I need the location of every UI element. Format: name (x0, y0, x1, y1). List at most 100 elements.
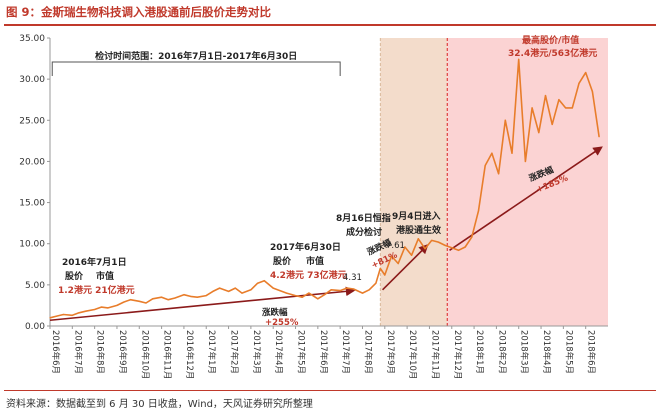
data-point (323, 294, 326, 296)
review-date-label: 8月16日恒指 (336, 214, 391, 224)
data-point (384, 274, 386, 276)
data-point (234, 287, 236, 289)
data-point (410, 254, 413, 256)
data-point (390, 255, 393, 257)
trend-arrow-post-entry (449, 146, 603, 251)
data-point (352, 288, 355, 290)
trend-arrow-review-to-entry (382, 244, 429, 291)
x-tick-label: 2017年8月 (362, 330, 373, 374)
data-point (116, 304, 118, 307)
data-point (62, 313, 64, 316)
data-point (464, 246, 466, 248)
data-point (484, 164, 486, 167)
review-text-label: 成分检讨 (346, 228, 383, 238)
data-point (417, 238, 419, 240)
title-divider (4, 24, 656, 26)
data-point (71, 314, 73, 316)
peak-value-label: 32.4港元/563亿港元 (508, 49, 598, 59)
data-point (491, 152, 493, 154)
x-tick-label: 2017年9月 (385, 330, 396, 374)
data-point (531, 107, 533, 109)
change-label-1: 涨跌幅 (262, 308, 288, 318)
start-cap-label: 市值 (96, 272, 115, 282)
y-tick-label: 5.00 (25, 281, 45, 291)
data-point (107, 307, 109, 309)
data-point (78, 312, 80, 314)
data-point (94, 308, 96, 311)
data-point (397, 262, 399, 265)
data-point (250, 289, 252, 291)
x-tick-label: 2017年10月 (407, 330, 418, 379)
data-point (241, 292, 243, 294)
data-point (477, 210, 480, 212)
data-point (558, 99, 560, 101)
data-point (551, 123, 553, 125)
data-point (212, 290, 214, 293)
data-point (219, 287, 221, 289)
x-tick-label: 2016年11月 (162, 330, 173, 379)
data-point (167, 299, 169, 301)
data-point (161, 296, 163, 298)
x-tick-label: 2017年12月 (452, 330, 463, 379)
data-point (256, 282, 259, 284)
data-point (361, 292, 364, 294)
start-price-label: 股价 (65, 272, 84, 282)
data-point (431, 239, 433, 242)
data-point (174, 297, 176, 299)
data-point (498, 173, 500, 175)
point-label-431: 4.31 (343, 273, 362, 283)
data-point (152, 298, 154, 300)
review-period-bracket (51, 61, 341, 76)
data-point (138, 300, 140, 302)
start-values-label: 1.2港元 21亿港元 (58, 286, 135, 296)
data-point (444, 244, 446, 246)
data-point (346, 287, 348, 289)
data-point (100, 306, 102, 308)
x-tick-label: 2018年1月 (474, 330, 485, 374)
data-point (123, 301, 125, 303)
data-point (190, 295, 192, 297)
data-point (263, 280, 265, 282)
data-point (564, 107, 567, 109)
data-point (471, 236, 473, 238)
data-point (591, 90, 593, 93)
y-tick-label: 0.00 (25, 322, 45, 332)
chart-title: 图 9：金斯瑞生物科技调入港股通前后股价走势对比 (6, 5, 272, 19)
data-point (301, 296, 303, 298)
data-point (375, 282, 377, 284)
mid-values-label: 4.2港元 73亿港元 (270, 271, 347, 281)
data-point (437, 241, 439, 243)
trend-arrow-pre-review (49, 286, 356, 322)
peak-title-label: 最高股价/市值 (522, 36, 580, 46)
data-point (294, 294, 297, 297)
x-tick-label: 2017年4月 (273, 330, 284, 374)
x-tick-label: 2016年7月 (72, 330, 83, 374)
data-point (279, 290, 281, 292)
point-label-761: 7.61 (386, 241, 405, 251)
data-point (56, 315, 58, 317)
start-date-label: 2016年7月1日 (62, 258, 127, 268)
y-tick-label: 35.00 (19, 34, 45, 44)
x-tick-label: 2017年1月 (206, 330, 217, 374)
data-point (524, 160, 527, 163)
data-point (451, 247, 453, 249)
data-point (285, 292, 288, 294)
data-point (578, 82, 580, 84)
x-tick-label: 2018年5月 (563, 330, 574, 374)
source-note: 资料来源：数据截至到 6 月 30 日收盘，Wind，天风证券研究所整理 (6, 399, 313, 410)
y-tick-label: 30.00 (19, 75, 45, 85)
data-point (85, 310, 87, 312)
data-point (511, 152, 513, 154)
data-point (205, 294, 207, 297)
x-tick-label: 2017年6月 (318, 330, 329, 374)
data-point (317, 298, 319, 300)
x-tick-label: 2016年8月 (95, 330, 106, 374)
shaded-region-pink (447, 38, 608, 326)
x-tick-label: 2018年3月 (519, 330, 530, 374)
data-point (339, 290, 341, 292)
data-point (330, 289, 332, 291)
change-value-1: +255% (265, 318, 299, 328)
y-tick-label: 15.00 (19, 199, 45, 209)
data-point (571, 107, 573, 109)
